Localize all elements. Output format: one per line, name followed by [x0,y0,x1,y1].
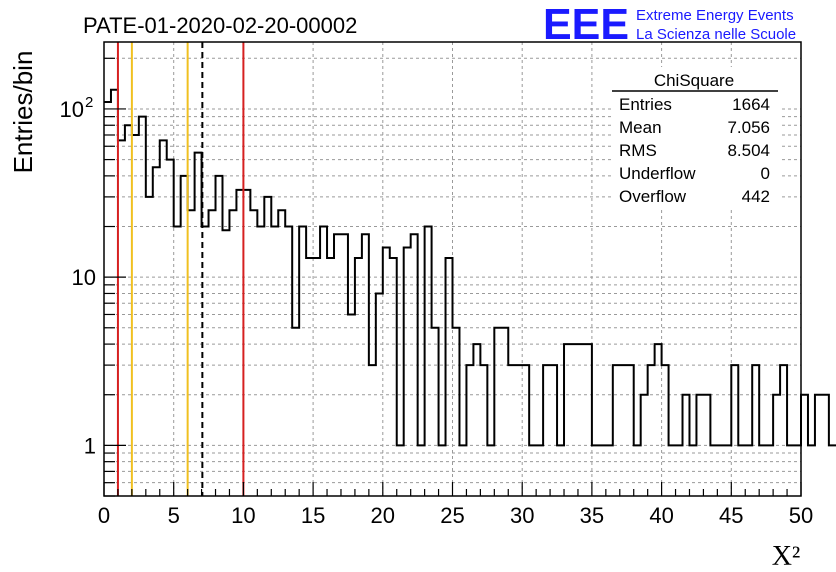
reference-lines [116,42,245,496]
x-tick-label: 25 [440,503,464,528]
x-tick-label: 5 [168,503,180,528]
y-tick-label: 10 [72,265,96,290]
stats-row-label: Mean [619,118,662,137]
y-tick-label: 10 [60,97,84,122]
logo-line-1: Extreme Energy Events [636,7,794,24]
chart-title: PATE-01-2020-02-20-00002 [83,13,357,38]
y-tick-exponent: 2 [85,94,93,111]
stats-box: ChiSquare Entries 1664 Mean 7.056 RMS 8.504 Un… [611,67,781,209]
x-tick-label: 35 [580,503,604,528]
x-tick-label: 40 [649,503,673,528]
stats-row-value: 442 [742,187,770,206]
x-tick-label: 45 [719,503,743,528]
stats-row-label: Overflow [619,187,687,206]
stats-row-value: 8.504 [727,141,770,160]
x-axis-label: Χ² [772,541,801,572]
y-tick-label: 1 [84,433,96,458]
stats-row-label: Underflow [619,164,696,183]
eee-logo: EEE Extreme Energy Events La Scienza nel… [543,0,796,49]
histogram-outline [104,88,836,447]
stats-box-title: ChiSquare [654,71,734,90]
x-tick-label: 30 [510,503,534,528]
logo-line-2: La Scienza nelle Scuole [636,26,796,43]
y-axis-label: Entries/bin [8,51,38,174]
x-tick-label: 50 [789,503,813,528]
x-tick-label: 0 [98,503,110,528]
stats-row-label: Entries [619,95,672,114]
stats-box-rows: Entries 1664 Mean 7.056 RMS 8.504 Underflow 0 Ov… [619,95,770,206]
eee-logo-mark: EEE [543,0,629,49]
stats-row-value: 0 [761,164,770,183]
x-tick-label: 15 [301,503,325,528]
stats-row-value: 7.056 [727,118,770,137]
stats-row-value: 1664 [732,95,770,114]
stats-row-label: RMS [619,141,657,160]
x-tick-label: 20 [371,503,395,528]
histogram-series [104,88,836,447]
x-tick-label: 10 [231,503,255,528]
